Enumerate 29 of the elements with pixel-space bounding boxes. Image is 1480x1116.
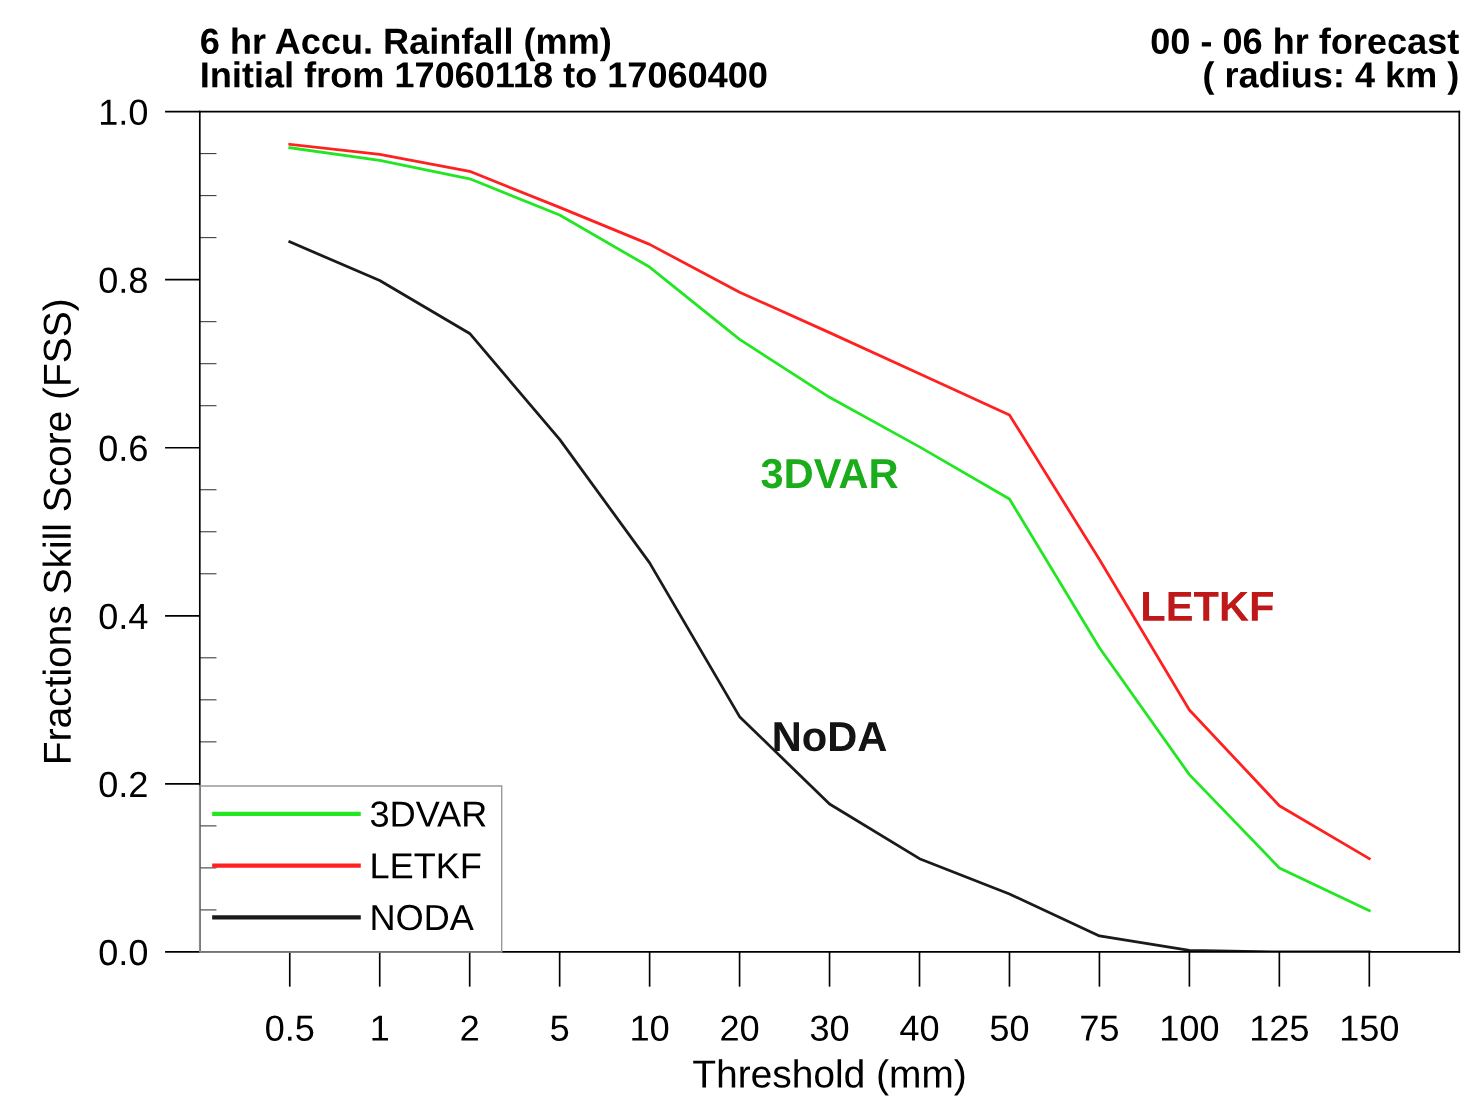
x-axis-title: Threshold (mm) (693, 1059, 965, 1096)
x-tick-label: 75 (1081, 1015, 1118, 1041)
x-tick-label: 150 (1341, 1015, 1399, 1041)
x-tick-label: 10 (632, 1015, 669, 1041)
x-tick-label: 5 (551, 1015, 569, 1041)
legend-label: NODA (372, 904, 474, 931)
legend-label: 3DVAR (370, 801, 486, 827)
x-tick-label: 2 (461, 1015, 478, 1041)
y-tick-label: 0.6 (99, 435, 147, 462)
chart-title: 6 hr Accu. Rainfall (mm) Initial from 17060118 to 17060400 (201, 27, 767, 88)
annotation: 3DVAR (761, 458, 898, 489)
annotation: LETKF (1143, 592, 1273, 621)
x-tick-label: 40 (900, 1015, 939, 1041)
x-tick-label: 125 (1251, 1015, 1308, 1041)
x-tick-label: 1 (372, 1015, 389, 1041)
x-tick-label: 30 (810, 1015, 849, 1041)
y-tick-label: 0.2 (99, 771, 147, 798)
chart-subtitle: 00 - 06 hr forecast ( radius: 4 km ) (1151, 27, 1459, 95)
x-tick-label: 20 (721, 1015, 759, 1041)
y-tick-label: 0.4 (99, 603, 148, 630)
legend-label: LETKF (372, 853, 481, 879)
x-tick-label: 0.5 (266, 1015, 314, 1041)
y-tick-label: 0.8 (99, 267, 147, 294)
x-tick-label: 100 (1162, 1015, 1219, 1041)
y-axis-title: Fractions Skill Score (FSS) (42, 300, 79, 762)
x-tick-label: 50 (990, 1015, 1029, 1041)
y-tick-label: 1.0 (100, 99, 147, 126)
annotation: NoDA (774, 722, 887, 752)
y-tick-label: 0.0 (99, 939, 147, 966)
